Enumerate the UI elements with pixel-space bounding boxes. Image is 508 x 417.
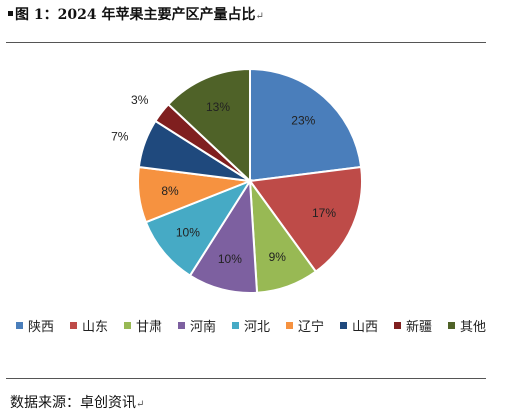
slice-label-6: 8%	[161, 184, 179, 198]
pie-slice-1	[249, 67, 363, 183]
legend-label-2: 山东	[82, 320, 108, 335]
slice-label-5: 10%	[176, 225, 200, 239]
legend-label-7: 山西	[352, 320, 378, 335]
slice-label-4: 10%	[218, 252, 242, 266]
bottom-rule	[6, 378, 486, 379]
slice-label-7: 7%	[111, 129, 129, 143]
legend-swatch-7	[340, 322, 347, 329]
paragraph-mark-icon: ↵	[255, 11, 264, 22]
legend-label-4: 河南	[190, 319, 216, 335]
legend-swatch-2	[70, 322, 77, 329]
slice-label-1: 23%	[291, 114, 315, 128]
slice-label-3: 9%	[269, 250, 287, 264]
legend-label-5: 河北	[244, 320, 270, 335]
slice-label-9: 13%	[206, 100, 230, 114]
slice-label-2: 17%	[312, 206, 336, 220]
pie-slice-2	[248, 165, 363, 274]
slice-label-8: 3%	[131, 93, 149, 107]
legend-swatch-3	[124, 322, 131, 329]
legend-swatch-5	[232, 322, 239, 329]
legend-label-6: 辽宁	[298, 319, 324, 335]
source-note: 数据来源：卓创资讯↵	[10, 392, 144, 412]
legend-swatch-6	[286, 322, 293, 329]
legend-label-3: 甘肃	[136, 320, 162, 335]
figure-title: 图 1：2024 年苹果主要产区产量占比↵	[8, 4, 264, 24]
legend-swatch-8	[394, 322, 401, 329]
legend-label-9: 其他	[460, 320, 486, 335]
source-text: 数据来源：卓创资讯	[10, 395, 136, 411]
top-rule	[6, 42, 486, 43]
legend-swatch-9	[448, 322, 455, 329]
legend-swatch-1	[16, 322, 23, 329]
legend-label-8: 新疆	[406, 319, 432, 335]
bullet-icon	[8, 10, 13, 16]
legend-swatch-4	[178, 322, 185, 329]
legend-label-1: 陕西	[28, 320, 54, 335]
pie-slice-9	[166, 67, 251, 184]
source-paragraph-mark-icon: ↵	[136, 399, 145, 410]
figure-title-text: 图 1：2024 年苹果主要产区产量占比	[15, 7, 256, 23]
